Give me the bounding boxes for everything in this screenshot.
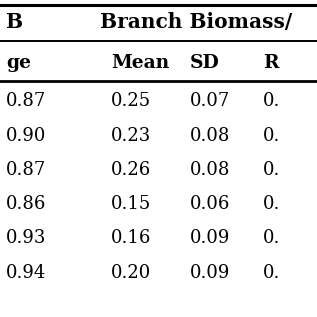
- Text: Branch Biomass/: Branch Biomass/: [100, 12, 293, 32]
- Text: 0.: 0.: [263, 161, 281, 179]
- Text: 0.87: 0.87: [6, 161, 47, 179]
- Text: 0.23: 0.23: [111, 127, 151, 145]
- Text: 0.15: 0.15: [111, 195, 151, 213]
- Text: SD: SD: [190, 55, 220, 72]
- Text: 0.16: 0.16: [111, 230, 151, 247]
- Text: 0.: 0.: [263, 264, 281, 281]
- Text: 0.: 0.: [263, 127, 281, 145]
- Text: 0.06: 0.06: [190, 195, 230, 213]
- Text: 0.: 0.: [263, 93, 281, 110]
- Text: 0.09: 0.09: [190, 264, 230, 281]
- Text: 0.86: 0.86: [6, 195, 47, 213]
- Text: 0.87: 0.87: [6, 93, 47, 110]
- Text: 0.: 0.: [263, 230, 281, 247]
- Text: 0.25: 0.25: [111, 93, 151, 110]
- Text: 0.93: 0.93: [6, 230, 47, 247]
- Text: 0.94: 0.94: [6, 264, 47, 281]
- Text: 0.08: 0.08: [190, 127, 230, 145]
- Text: 0.26: 0.26: [111, 161, 151, 179]
- Text: B: B: [6, 12, 23, 32]
- Text: 0.90: 0.90: [6, 127, 47, 145]
- Text: Mean: Mean: [111, 55, 169, 72]
- Text: 0.08: 0.08: [190, 161, 230, 179]
- Text: R: R: [263, 55, 279, 72]
- Text: 0.20: 0.20: [111, 264, 151, 281]
- Text: ge: ge: [6, 55, 31, 72]
- Text: 0.: 0.: [263, 195, 281, 213]
- Text: 0.09: 0.09: [190, 230, 230, 247]
- Text: 0.07: 0.07: [190, 93, 230, 110]
